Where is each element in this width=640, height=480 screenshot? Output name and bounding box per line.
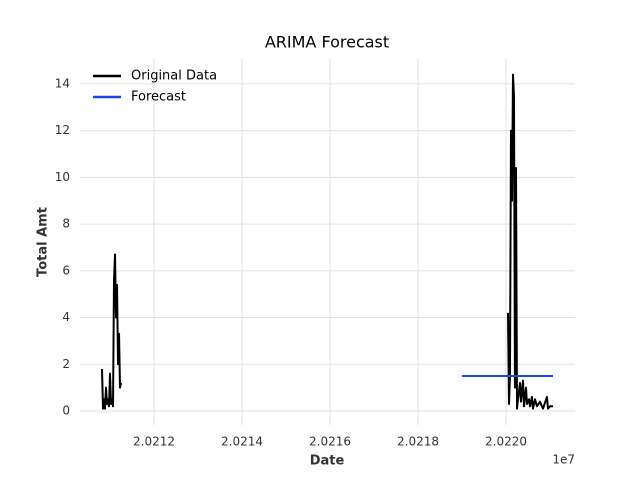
x-tick-label: 2.0216 (309, 435, 351, 449)
y-tick-label: 8 (62, 217, 70, 231)
y-tick-label: 4 (62, 310, 70, 324)
x-offset-label: 1e7 (552, 453, 575, 467)
legend-label: Original Data (131, 69, 217, 84)
x-tick-label: 2.0220 (485, 435, 527, 449)
y-tick-label: 0 (62, 403, 70, 417)
y-tick-label: 14 (55, 76, 70, 90)
x-tick-label: 2.0212 (133, 435, 175, 449)
y-tick-label: 10 (55, 170, 70, 184)
y-axis-label: Total Amt (36, 207, 51, 277)
legend-label: Forecast (131, 90, 186, 105)
x-tick-label: 2.0214 (221, 435, 263, 449)
y-tick-label: 2 (62, 357, 70, 371)
x-tick-label: 2.0218 (397, 435, 439, 449)
y-tick-label: 12 (55, 123, 70, 137)
series-line (101, 73, 553, 410)
x-axis-label: Date (310, 454, 345, 469)
y-tick-label: 6 (62, 263, 70, 277)
chart-title: ARIMA Forecast (265, 33, 389, 52)
